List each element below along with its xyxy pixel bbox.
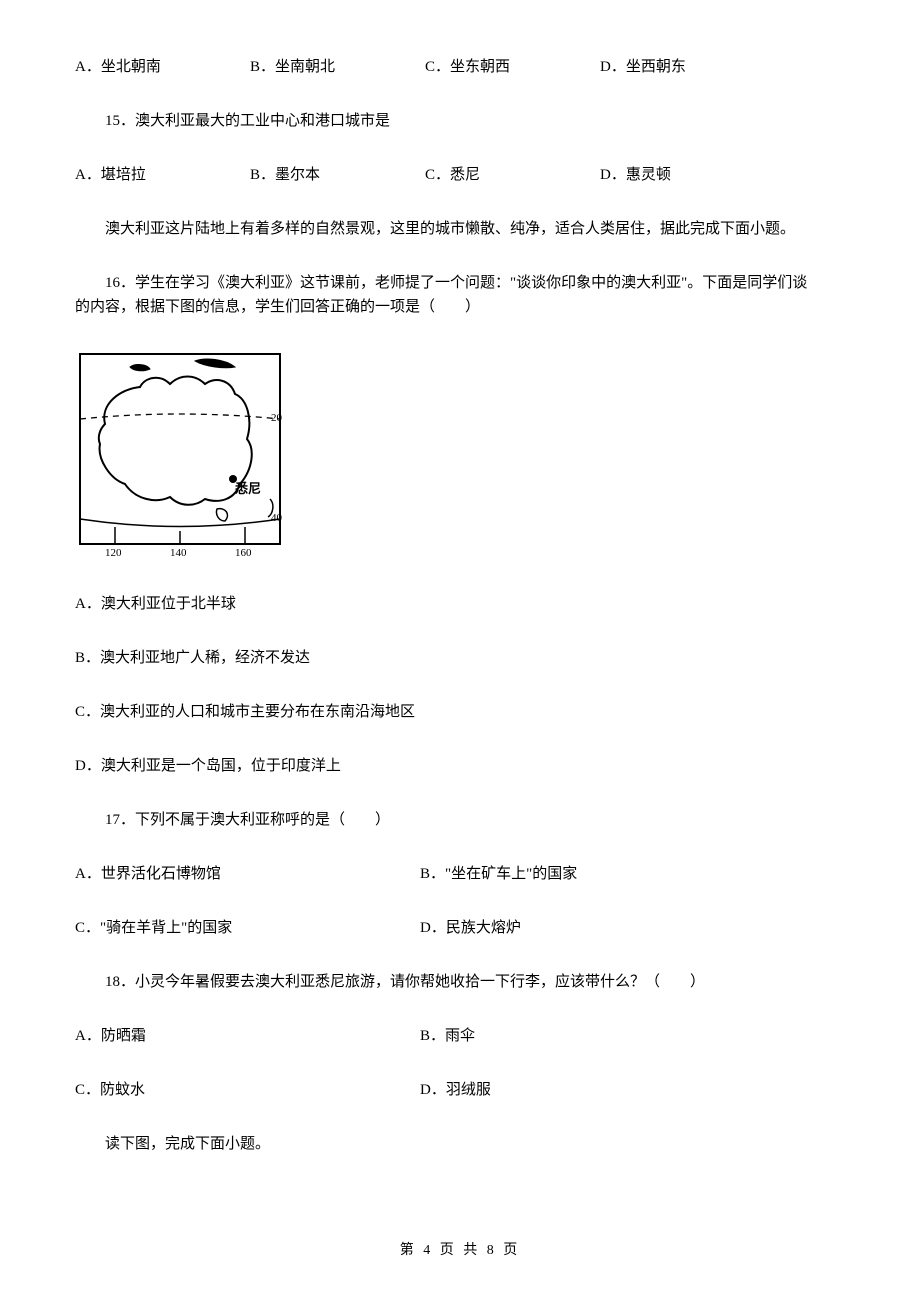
q18-choice-a: A．防晒霜 — [75, 1024, 420, 1048]
q16-choice-d: D．澳大利亚是一个岛国，位于印度洋上 — [75, 754, 845, 778]
q14-choice-d: D．坐西朝东 — [600, 55, 775, 79]
q17-choices-row1: A．世界活化石博物馆 B．"坐在矿车上"的国家 — [75, 862, 845, 886]
q16-intro: 澳大利亚这片陆地上有着多样的自然景观，这里的城市懒散、纯净，适合人类居住，据此完… — [75, 217, 845, 241]
q15-choice-c: C．悉尼 — [425, 163, 600, 187]
australia-map-svg: 40 20 120 140 160 悉尼 — [75, 349, 285, 559]
q16-choice-a: A．澳大利亚位于北半球 — [75, 592, 845, 616]
q18-stem: 18．小灵今年暑假要去澳大利亚悉尼旅游，请你帮她收拾一下行李，应该带什么？（ ） — [75, 970, 845, 994]
q16-choice-b: B．澳大利亚地广人稀，经济不发达 — [75, 646, 845, 670]
q15-choice-a: A．堪培拉 — [75, 163, 250, 187]
q18-choices-row1: A．防晒霜 B．雨伞 — [75, 1024, 845, 1048]
page-footer: 第 4 页 共 8 页 — [0, 1240, 920, 1262]
q15-choice-b: B．墨尔本 — [250, 163, 425, 187]
q15-choice-d: D．惠灵顿 — [600, 163, 775, 187]
q18-choice-b: B．雨伞 — [420, 1024, 765, 1048]
q18-choice-c: C．防蚊水 — [75, 1078, 420, 1102]
lon-120-label: 120 — [105, 547, 122, 559]
q17-choice-b: B．"坐在矿车上"的国家 — [420, 862, 765, 886]
lon-140-label: 140 — [170, 547, 187, 559]
q14-choices: A．坐北朝南 B．坐南朝北 C．坐东朝西 D．坐西朝东 — [75, 55, 845, 79]
lat-40-label: 40 — [271, 512, 283, 524]
outro-text: 读下图，完成下面小题。 — [75, 1132, 845, 1156]
q17-choice-c: C．"骑在羊背上"的国家 — [75, 916, 420, 940]
australia-map: 40 20 120 140 160 悉尼 — [75, 349, 845, 567]
q16-choices: A．澳大利亚位于北半球 B．澳大利亚地广人稀，经济不发达 C．澳大利亚的人口和城… — [75, 592, 845, 778]
q17-choices-row2: C．"骑在羊背上"的国家 D．民族大熔炉 — [75, 916, 845, 940]
q17-stem: 17．下列不属于澳大利亚称呼的是（ ） — [75, 808, 845, 832]
q16-stem-line2: 的内容，根据下图的信息，学生们回答正确的一项是（ ） — [75, 295, 845, 319]
q16-stem: 16．学生在学习《澳大利亚》这节课前，老师提了一个问题："谈谈你印象中的澳大利亚… — [75, 271, 845, 319]
q17-choice-d: D．民族大熔炉 — [420, 916, 765, 940]
q18-choices-row2: C．防蚊水 D．羽绒服 — [75, 1078, 845, 1102]
q17-choice-a: A．世界活化石博物馆 — [75, 862, 420, 886]
q18-choice-d: D．羽绒服 — [420, 1078, 765, 1102]
q15-choices: A．堪培拉 B．墨尔本 C．悉尼 D．惠灵顿 — [75, 163, 845, 187]
sydney-label: 悉尼 — [234, 481, 261, 496]
q16-stem-line1: 16．学生在学习《澳大利亚》这节课前，老师提了一个问题："谈谈你印象中的澳大利亚… — [75, 271, 845, 295]
q15-stem: 15．澳大利亚最大的工业中心和港口城市是 — [75, 109, 845, 133]
q14-choice-b: B．坐南朝北 — [250, 55, 425, 79]
q14-choice-a: A．坐北朝南 — [75, 55, 250, 79]
lon-160-label: 160 — [235, 547, 252, 559]
map-frame — [80, 354, 280, 544]
q16-choice-c: C．澳大利亚的人口和城市主要分布在东南沿海地区 — [75, 700, 845, 724]
q14-choice-c: C．坐东朝西 — [425, 55, 600, 79]
